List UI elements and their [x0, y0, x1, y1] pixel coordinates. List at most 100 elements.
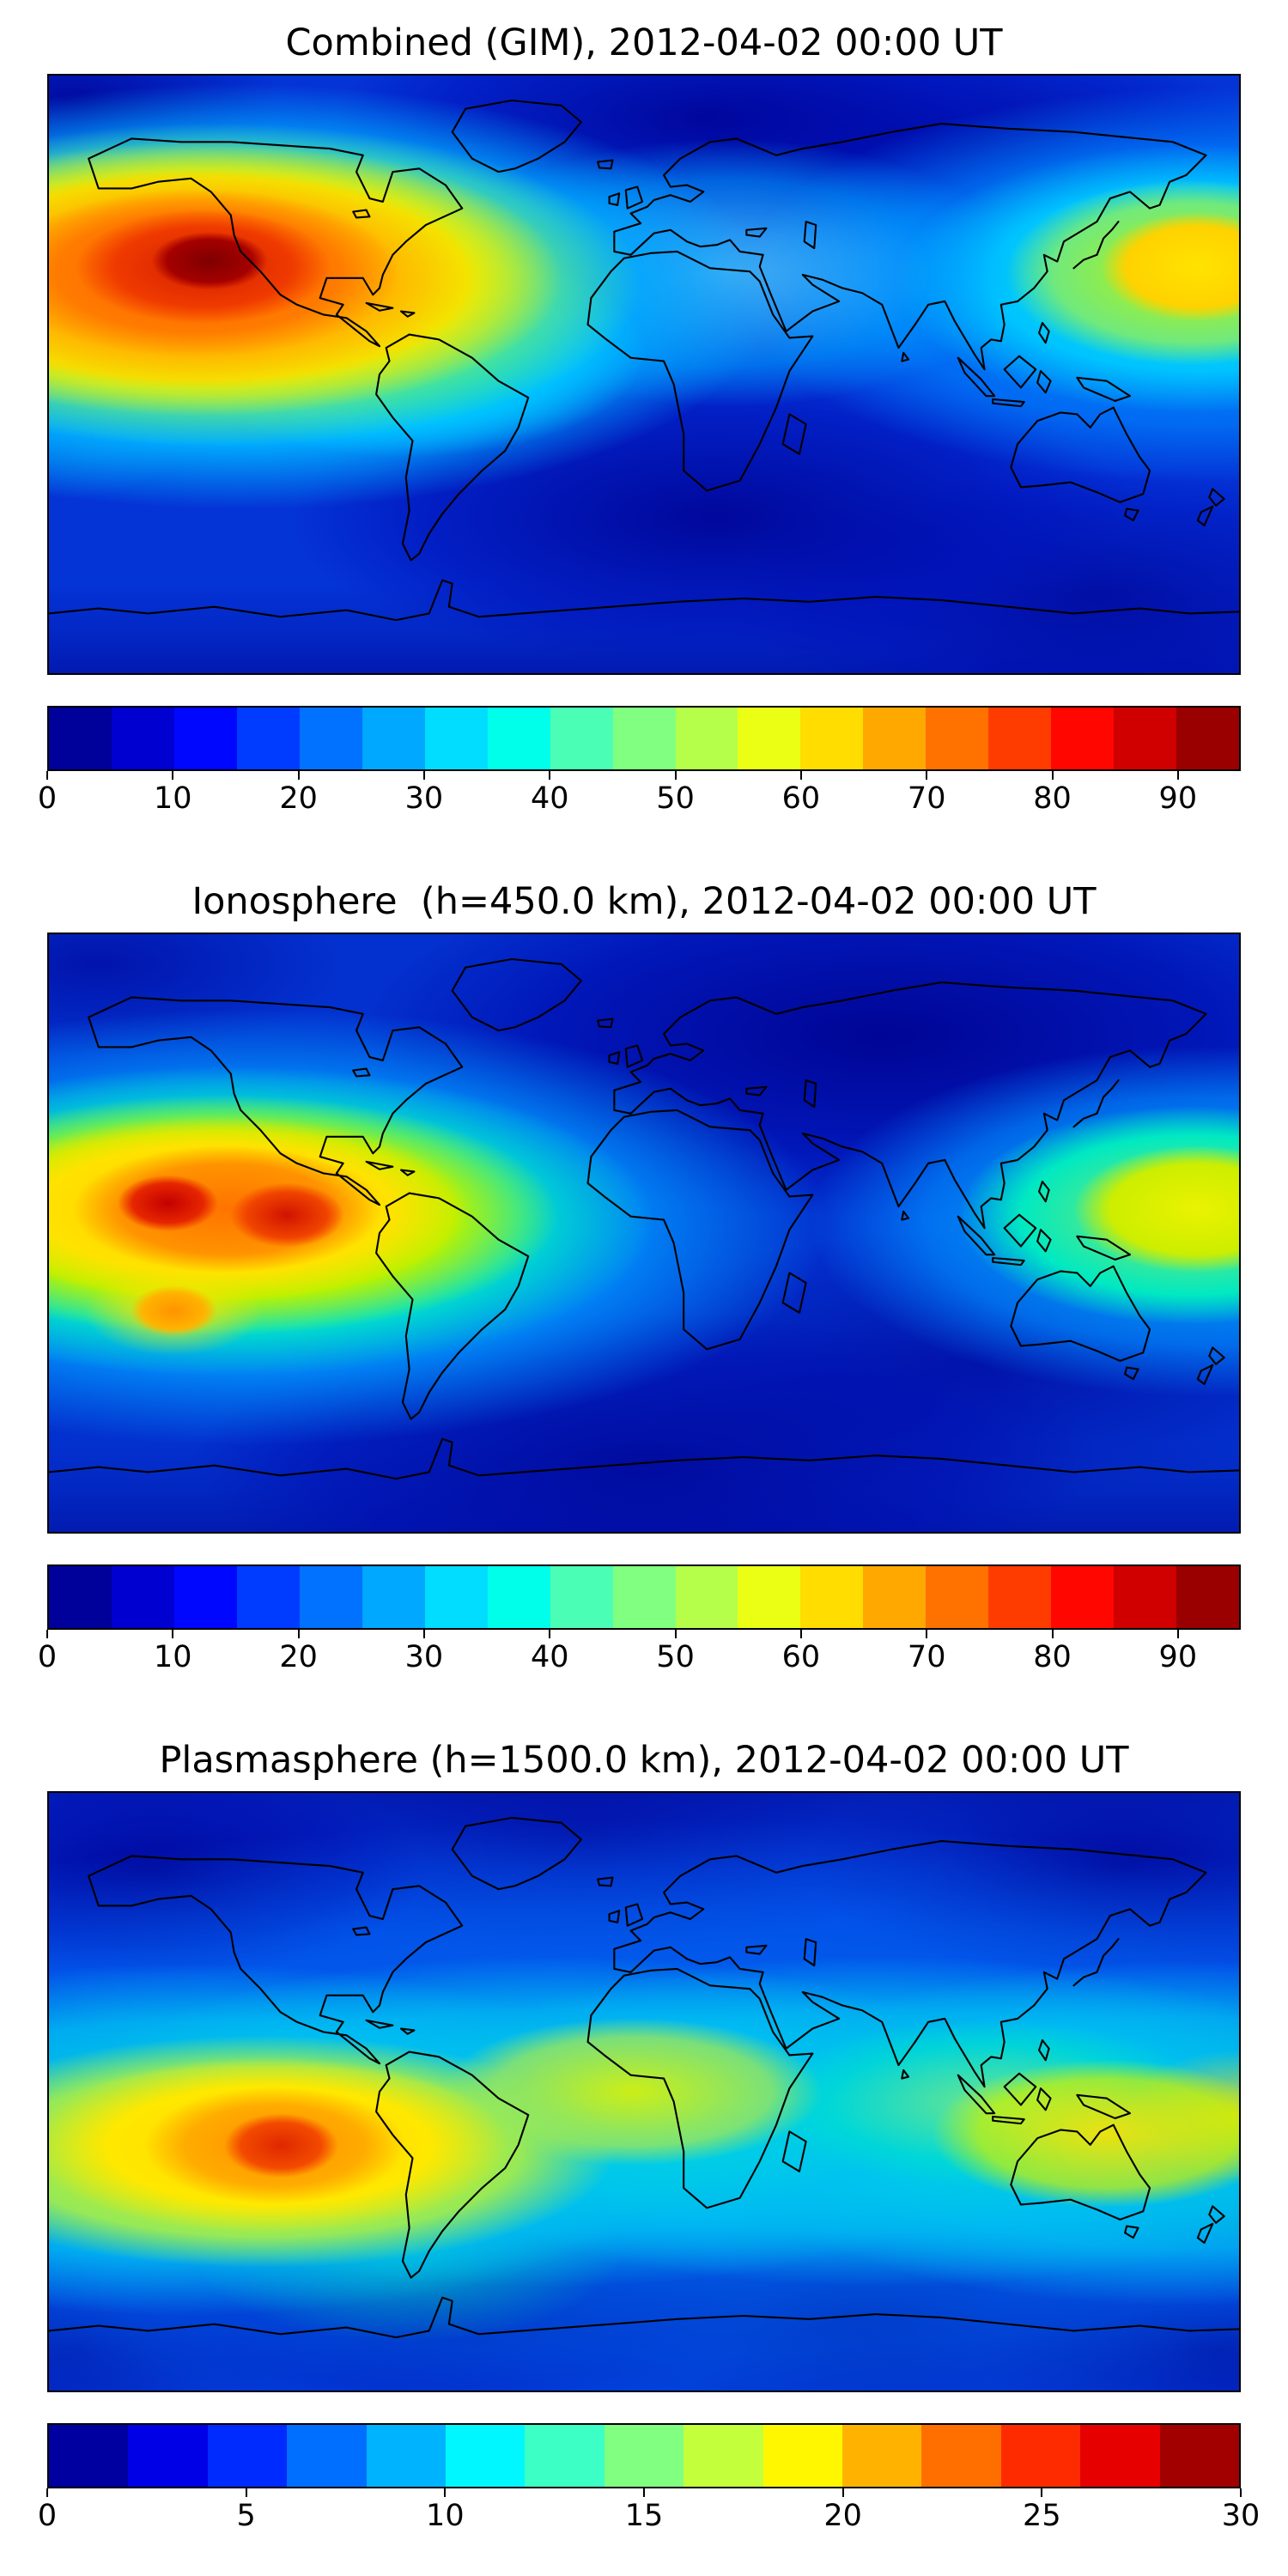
- colorbar-segment: [49, 1566, 112, 1628]
- colorbar-segment: [863, 1566, 927, 1628]
- coastlines-overlay: [49, 1816, 1239, 2339]
- colorbar-tick-label: 20: [823, 2499, 862, 2533]
- colorbar-segment: [1114, 708, 1177, 769]
- colorbar-tick-mark: [297, 771, 300, 780]
- colorbar-tick-label: 10: [154, 781, 192, 816]
- colorbar-tick-mark: [674, 771, 677, 780]
- colorbar-segment: [299, 1566, 362, 1628]
- colorbar-tick-label: 15: [624, 2499, 664, 2533]
- colorbar-tick-mark: [297, 1630, 300, 1638]
- colorbar-tick-mark: [1051, 1630, 1054, 1638]
- colorbar-tick-mark: [841, 2488, 844, 2497]
- colorbar-segment: [361, 708, 425, 769]
- colorbar-tick-mark: [46, 2488, 48, 2497]
- colorbar-segment: [173, 1566, 237, 1628]
- colorbar-segment: [128, 2425, 208, 2487]
- colorbar-tick-label: 80: [1033, 1640, 1072, 1674]
- colorbar-segment: [550, 708, 613, 769]
- colorbar-segment: [738, 1566, 801, 1628]
- colorbar-tick-label: 0: [37, 1640, 58, 1674]
- colorbar-segment: [550, 1566, 613, 1628]
- colorbar-segment: [299, 708, 362, 769]
- colorbar-segment: [921, 2425, 1001, 2487]
- colorbar-tick-label: 20: [279, 781, 318, 816]
- colorbar-segment: [612, 708, 676, 769]
- colorbar-segment: [1176, 1566, 1240, 1628]
- colorbar-tick-label: 60: [781, 1640, 821, 1674]
- panel-title: Ionosphere (h=450.0 km), 2012-04-02 00:0…: [191, 880, 1097, 923]
- colorbar-tick-label: 30: [404, 781, 444, 816]
- colorbar-segment: [988, 708, 1052, 769]
- colorbar-segment: [762, 2425, 843, 2487]
- colorbar-tick-mark: [799, 771, 802, 780]
- colorbar-tick-label: 90: [1158, 1640, 1198, 1674]
- colorbar-segment: [604, 2425, 684, 2487]
- colorbar-segment: [446, 2425, 526, 2487]
- colorbar-segment: [207, 2425, 288, 2487]
- colorbar-segment: [111, 708, 174, 769]
- colorbar-ticks: 0 10 20 30 40 50 60 70 80 90: [38, 771, 1241, 823]
- colorbar-segment: [424, 1566, 488, 1628]
- colorbar-segment: [361, 1566, 425, 1628]
- colorbar-tick-mark: [245, 2488, 247, 2497]
- colorbar-tick-label: 0: [37, 781, 58, 816]
- colorbar-tick-mark: [172, 1630, 174, 1638]
- colorbar-tick-mark: [549, 1630, 551, 1638]
- colorbar-segment: [236, 708, 300, 769]
- colorbar-tick-mark: [422, 1630, 425, 1638]
- colorbar-tick-mark: [926, 771, 928, 780]
- colorbar-tick-label: 70: [907, 781, 946, 816]
- colorbar-segment: [525, 2425, 605, 2487]
- colorbar-tick-label: 80: [1033, 781, 1072, 816]
- map-plasmasphere: [47, 1791, 1241, 2392]
- coastlines-overlay: [49, 957, 1239, 1480]
- colorbar-tick-mark: [674, 1630, 677, 1638]
- colorbar-tick-label: 60: [781, 781, 821, 816]
- colorbar-segment: [487, 708, 550, 769]
- colorbar-segment: [988, 1566, 1052, 1628]
- colorbar-segment: [236, 1566, 300, 1628]
- colorbar-tick-mark: [46, 1630, 48, 1638]
- colorbar-ticks: 0 10 20 30 40 50 60 70 80 90: [38, 1630, 1241, 1681]
- colorbar-segment: [424, 708, 488, 769]
- colorbar-tick-mark: [643, 2488, 645, 2497]
- colorbar-tick-label: 0: [37, 2499, 58, 2533]
- map-combined-gim: [47, 74, 1241, 675]
- colorbar-tick-label: 10: [426, 2499, 465, 2533]
- colorbar-segment: [173, 708, 237, 769]
- panel-ionosphere: Ionosphere (h=450.0 km), 2012-04-02 00:0…: [0, 859, 1288, 1717]
- colorbar-segment: [683, 2425, 763, 2487]
- panel-combined-gim: Combined (GIM), 2012-04-02 00:00 UT 0 10 2…: [0, 0, 1288, 859]
- colorbar-segment: [1051, 708, 1115, 769]
- colorbar-segment: [1176, 708, 1240, 769]
- panel-title: Plasmasphere (h=1500.0 km), 2012-04-02 0…: [159, 1739, 1129, 1782]
- colorbar-segment: [738, 708, 801, 769]
- colorbar-segment: [287, 2425, 367, 2487]
- colorbar-segment: [675, 708, 738, 769]
- colorbar-tick-label: 40: [530, 1640, 569, 1674]
- colorbar-segment: [612, 1566, 676, 1628]
- colorbar-segment: [800, 708, 864, 769]
- coastlines-overlay: [49, 99, 1239, 622]
- colorbar-tick-mark: [172, 771, 174, 780]
- colorbar-tick-label: 30: [404, 1640, 444, 1674]
- colorbar-segment: [366, 2425, 447, 2487]
- colorbar-segment: [487, 1566, 550, 1628]
- panel-title: Combined (GIM), 2012-04-02 00:00 UT: [285, 21, 1003, 64]
- colorbar-tick-mark: [1176, 1630, 1179, 1638]
- colorbar-tick-label: 30: [1221, 2499, 1261, 2533]
- colorbar-segment: [926, 708, 989, 769]
- colorbar-tick-label: 20: [279, 1640, 318, 1674]
- colorbar-segment: [800, 1566, 864, 1628]
- colorbar-segment: [675, 1566, 738, 1628]
- colorbar-segment: [863, 708, 927, 769]
- colorbar-tick-mark: [549, 771, 551, 780]
- colorbar-tick-mark: [46, 771, 48, 780]
- colorbar-tick-mark: [926, 1630, 928, 1638]
- colorbar-tick-mark: [1041, 2488, 1043, 2497]
- colorbar-segment: [1000, 2425, 1081, 2487]
- colorbar-tick-mark: [1176, 771, 1179, 780]
- colorbar-tick-label: 25: [1023, 2499, 1061, 2533]
- colorbar-ticks: 0 5 10 15 20 25 30: [38, 2488, 1260, 2540]
- colorbar-tick-mark: [799, 1630, 802, 1638]
